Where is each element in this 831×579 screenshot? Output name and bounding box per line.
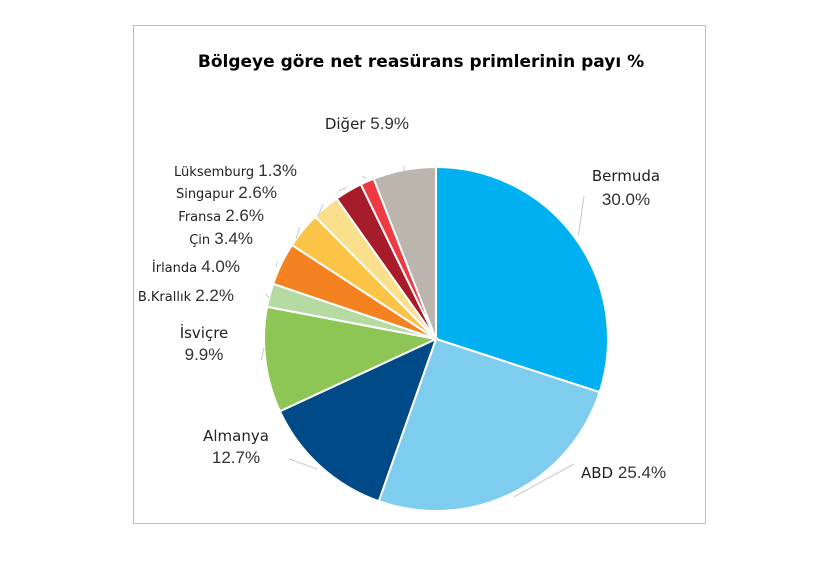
- leader-line-bermuda: [577, 195, 585, 236]
- pie-slice-isvicre: [263, 305, 440, 413]
- slice-label-almanya: Almanya: [203, 427, 269, 445]
- slice-label-fransa: Fransa 2.6%: [178, 206, 264, 225]
- pie-slices: [263, 165, 609, 512]
- leader-line-luksemburg: [361, 176, 366, 179]
- leader-lines: [260, 165, 585, 498]
- slice-label-irlanda: İrlanda 4.0%: [152, 257, 240, 276]
- slice-label-luksemburg: Lüksemburg 1.3%: [174, 161, 297, 180]
- leader-line-b-krallik: [265, 293, 270, 299]
- slice-label-isvicre: İsviçre: [180, 323, 229, 342]
- leader-line-fransa: [317, 203, 324, 217]
- slice-label-cin: Çin 3.4%: [189, 229, 253, 248]
- leader-line-isvicre: [260, 347, 265, 361]
- slice-value-bermuda: 30.0%: [602, 190, 650, 209]
- leader-line-irlanda: [275, 261, 279, 268]
- chart-title: Bölgeye göre net reasürans primlerinin p…: [198, 52, 644, 72]
- slice-value-irlanda: 4.0%: [201, 257, 240, 276]
- slice-labels: Bermuda 30.0% ABD 25.4% Almanya 12.7% İsviçre…: [138, 114, 666, 482]
- leader-line-singapur: [338, 187, 347, 192]
- slice-label-abd: ABD 25.4%: [581, 463, 666, 482]
- pie-slice-almanya: [278, 337, 438, 503]
- slice-value-diger: 5.9%: [370, 114, 409, 133]
- chart-frame: Bölgeye göre net reasürans primlerinin p…: [133, 25, 706, 524]
- slice-value-abd: 25.4%: [618, 463, 666, 482]
- slice-label-b-krallik: B.Krallık 2.2%: [138, 286, 234, 305]
- slice-value-almanya: 12.7%: [212, 448, 260, 467]
- pie-slice-bermuda: [435, 165, 609, 394]
- slice-value-b-krallik: 2.2%: [195, 286, 234, 305]
- pie-chart: Bölgeye göre net reasürans primlerinin p…: [138, 52, 666, 512]
- leader-line-cin: [295, 227, 301, 240]
- slice-value-singapur: 2.6%: [238, 183, 277, 202]
- slice-value-isvicre: 9.9%: [185, 345, 224, 364]
- slice-label-singapur: Singapur 2.6%: [176, 183, 277, 202]
- leader-line-abd: [513, 463, 575, 498]
- slice-value-fransa: 2.6%: [225, 206, 264, 225]
- slice-value-luksemburg: 1.3%: [258, 161, 297, 180]
- slice-value-cin: 3.4%: [214, 229, 253, 248]
- pie-slice-abd: [377, 337, 601, 512]
- slice-label-bermuda: Bermuda: [592, 167, 660, 185]
- slice-label-diger: Diğer 5.9%: [325, 114, 409, 133]
- leader-line-almanya: [288, 458, 318, 470]
